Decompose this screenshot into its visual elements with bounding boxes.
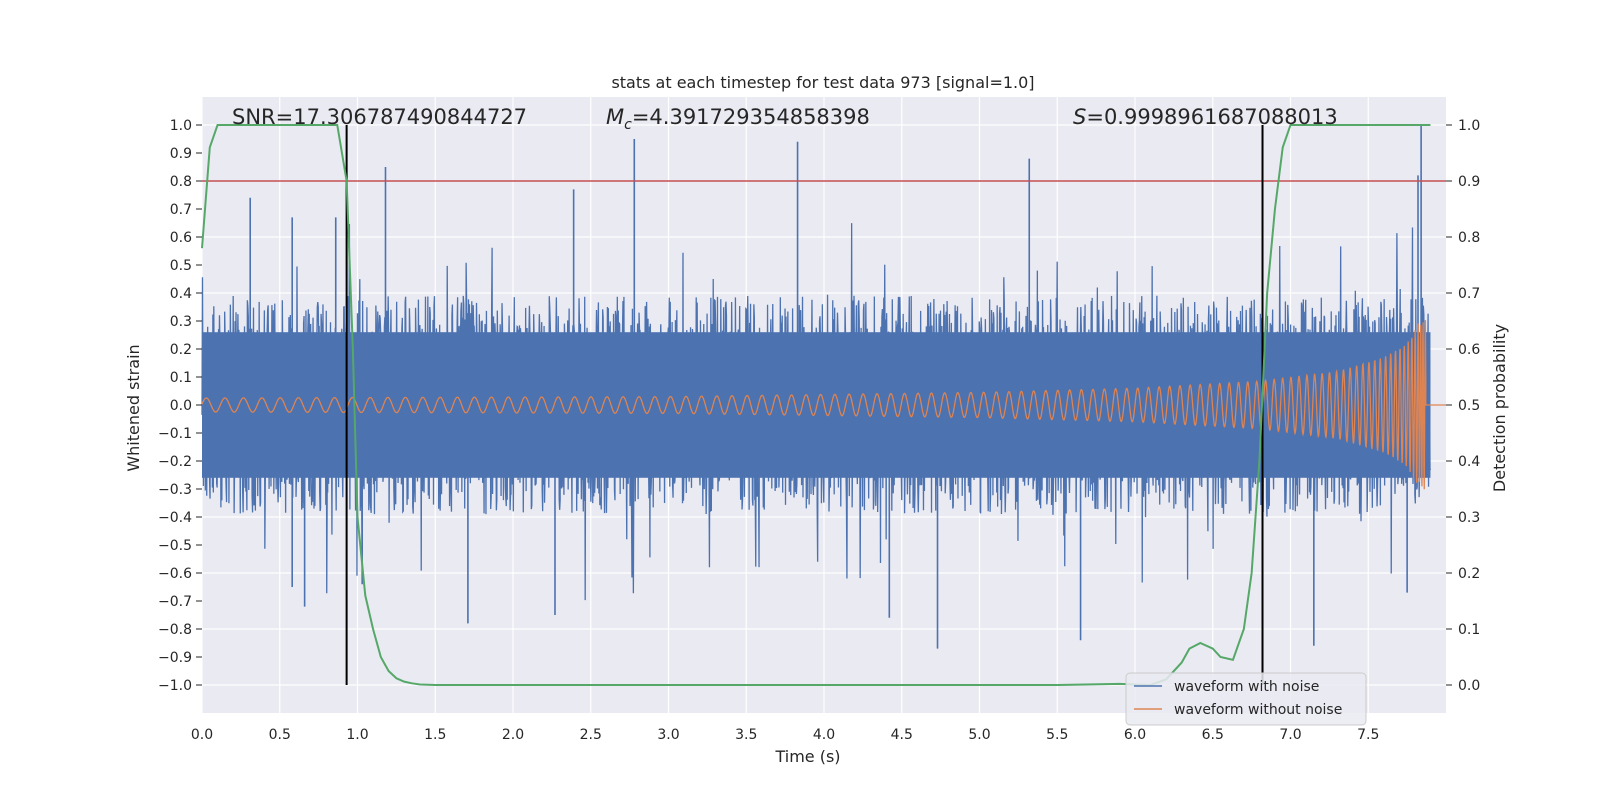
x-tick-12: 6.0	[1124, 727, 1146, 743]
annotation-chirp-mass: Mc=4.391729354858398	[606, 105, 870, 133]
x-tick-0: 0.0	[191, 727, 213, 743]
y-left-tick-13: −0.3	[158, 482, 192, 498]
y-left-tick-5: 0.5	[170, 258, 192, 274]
y-left-tick-16: −0.6	[158, 566, 192, 582]
y-right-tick-8: 0.2	[1458, 566, 1480, 582]
y-axis-left-label: Whitened strain	[124, 344, 143, 471]
clean-trace	[201, 320, 1446, 490]
y-right-tick-1: 0.9	[1458, 174, 1480, 190]
x-tick-13: 6.5	[1202, 727, 1224, 743]
y-left-tick-0: 1.0	[170, 118, 192, 134]
y-right-tick-5: 0.5	[1458, 398, 1480, 414]
y-left-tick-10: 0.0	[170, 398, 192, 414]
y-left-tick-15: −0.5	[158, 538, 192, 554]
y-left-tick-20: −1.0	[158, 678, 192, 694]
annotation-chirp-mass-symbol: M	[606, 105, 624, 129]
series-waveform-without-noise	[201, 320, 1446, 490]
probability-trace	[201, 124, 1431, 687]
x-tick-3: 1.5	[424, 727, 446, 743]
annotation-snr: SNR=17.306787490844727	[232, 105, 527, 129]
y-right-tick-9: 0.1	[1458, 622, 1480, 638]
x-tick-7: 3.5	[735, 727, 757, 743]
legend: waveform with noise waveform without noi…	[1125, 672, 1367, 726]
annotation-chirp-mass-subscript: c	[624, 117, 632, 133]
annotation-score: S=0.9998961687088013	[1073, 105, 1338, 129]
x-tick-11: 5.5	[1046, 727, 1068, 743]
x-tick-14: 7.0	[1279, 727, 1301, 743]
x-tick-9: 4.5	[891, 727, 913, 743]
y-right-tick-7: 0.3	[1458, 510, 1480, 526]
y-left-tick-3: 0.7	[170, 202, 192, 218]
x-tick-5: 2.5	[580, 727, 602, 743]
series-detection-probability	[201, 124, 1431, 687]
x-tick-4: 2.0	[502, 727, 524, 743]
series-waveform-with-noise	[201, 125, 1432, 685]
y-right-tick-3: 0.7	[1458, 286, 1480, 302]
x-tick-6: 3.0	[657, 727, 679, 743]
annotation-chirp-mass-value: =4.391729354858398	[632, 105, 870, 129]
legend-label-noise: waveform with noise	[1174, 679, 1319, 695]
y-left-tick-2: 0.8	[170, 174, 192, 190]
legend-label-clean: waveform without noise	[1174, 702, 1342, 718]
x-axis-label: Time (s)	[774, 747, 840, 766]
chart-title: stats at each timestep for test data 973…	[611, 73, 1034, 92]
y-left-tick-6: 0.4	[170, 286, 192, 302]
y-right-tick-6: 0.4	[1458, 454, 1480, 470]
y-left-tick-9: 0.1	[170, 370, 192, 386]
y-right-tick-2: 0.8	[1458, 230, 1480, 246]
x-tick-15: 7.5	[1357, 727, 1379, 743]
annotation-score-value: =0.9998961687088013	[1086, 105, 1337, 129]
y-left-tick-19: −0.9	[158, 650, 192, 666]
y-right-tick-0: 1.0	[1458, 118, 1480, 134]
y-left-tick-12: −0.2	[158, 454, 192, 470]
y-axis-right-label: Detection probability	[1490, 324, 1509, 492]
y-left-tick-4: 0.6	[170, 230, 192, 246]
x-tick-1: 0.5	[269, 727, 291, 743]
y-left-tick-17: −0.7	[158, 594, 192, 610]
legend-box	[1125, 672, 1367, 726]
y-left-tick-1: 0.9	[170, 146, 192, 162]
x-tick-8: 4.0	[813, 727, 835, 743]
x-tick-10: 5.0	[968, 727, 990, 743]
x-tick-2: 1.0	[346, 727, 368, 743]
y-left-tick-7: 0.3	[170, 314, 192, 330]
annotation-score-symbol: S	[1073, 105, 1086, 129]
y-right-tick-4: 0.6	[1458, 342, 1480, 358]
y-right-tick-10: 0.0	[1458, 678, 1480, 694]
noise-band	[202, 332, 1431, 478]
y-left-tick-11: −0.1	[158, 426, 192, 442]
y-left-tick-14: −0.4	[158, 510, 192, 526]
y-left-tick-18: −0.8	[158, 622, 192, 638]
y-left-tick-8: 0.2	[170, 342, 192, 358]
